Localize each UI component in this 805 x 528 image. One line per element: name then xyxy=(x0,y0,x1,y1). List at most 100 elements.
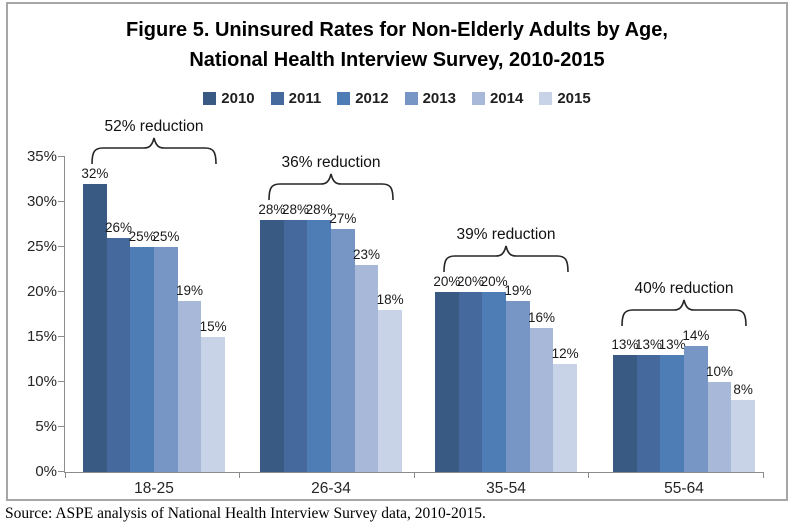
bar-2014-55-64 xyxy=(707,382,732,472)
bar-value-label-2014-55-64: 10% xyxy=(705,364,734,379)
bar-2013-26-34 xyxy=(331,229,355,472)
legend-swatch-2012 xyxy=(337,92,351,105)
bar-value-label-2014-26-34: 23% xyxy=(352,247,381,262)
bar-2011-35-54 xyxy=(458,292,483,472)
annotation-18-25: 52% reduction xyxy=(104,118,204,135)
x-axis-tick xyxy=(413,472,415,478)
x-axis-tick xyxy=(64,472,66,478)
bar-value-label-2014-18-25: 19% xyxy=(175,283,204,298)
brace-35-54 xyxy=(443,245,569,273)
brace-18-25 xyxy=(91,137,217,165)
bar-2012-18-25 xyxy=(130,247,154,472)
legend-swatch-2010 xyxy=(203,92,217,105)
x-axis-tick xyxy=(762,472,764,478)
y-axis-tick xyxy=(58,381,65,382)
x-axis-tick xyxy=(588,472,589,478)
bar-value-label-2010-26-34: 28% xyxy=(258,202,286,217)
x-axis-label-35-54: 35-54 xyxy=(486,480,526,497)
bar-2010-18-25 xyxy=(83,184,107,472)
legend-label-2011: 2011 xyxy=(288,90,322,107)
legend-label-2013: 2013 xyxy=(422,90,456,107)
legend-swatch-2011 xyxy=(270,92,284,105)
bar-value-label-2011-55-64: 13% xyxy=(634,337,663,352)
bar-value-label-2012-35-54: 20% xyxy=(480,274,508,289)
bar-value-label-2013-18-25: 25% xyxy=(152,229,180,244)
legend-label-2015: 2015 xyxy=(557,90,591,107)
y-axis-label-5%: 5% xyxy=(35,418,57,435)
bar-value-label-2011-35-54: 20% xyxy=(456,274,485,289)
plot-area: 0% 5% 10% 15% 20% 25% 30% 35% 32% 26% 25% 25% 19% 15%… xyxy=(27,118,764,497)
bar-value-label-2014-35-54: 16% xyxy=(527,310,556,325)
y-axis-label-10%: 10% xyxy=(26,373,57,390)
bar-2011-26-34 xyxy=(283,220,308,472)
bar-value-label-2015-35-54: 12% xyxy=(551,346,579,361)
brace-55-64 xyxy=(621,299,747,327)
bar-value-label-2015-55-64: 8% xyxy=(733,382,753,397)
chart-legend: 2010 2011 2012 2013 2014 2015 xyxy=(6,90,788,107)
y-axis-tick xyxy=(58,291,65,292)
annotation-35-54: 39% reduction xyxy=(456,226,556,243)
bar-2014-35-54 xyxy=(529,328,554,472)
y-axis-label-0%: 0% xyxy=(35,463,57,480)
y-axis-label-15%: 15% xyxy=(26,328,57,345)
legend-label-2012: 2012 xyxy=(355,90,389,107)
bar-2012-55-64 xyxy=(660,355,684,472)
x-axis-label-18-25: 18-25 xyxy=(134,480,174,497)
legend-item-2010: 2010 xyxy=(203,90,255,107)
bar-2015-18-25 xyxy=(201,337,225,472)
bar-2014-18-25 xyxy=(177,301,202,472)
x-axis-label-55-64: 55-64 xyxy=(664,480,704,497)
bar-value-label-2010-35-54: 20% xyxy=(433,274,461,289)
bar-value-label-2012-26-34: 28% xyxy=(305,202,333,217)
bar-value-label-2012-18-25: 25% xyxy=(128,229,156,244)
source-note: Source: ASPE analysis of National Health… xyxy=(5,505,486,522)
y-axis-label-25%: 25% xyxy=(26,238,57,255)
bar-2012-35-54 xyxy=(482,292,506,472)
y-axis-label-35%: 35% xyxy=(26,148,57,165)
legend-swatch-2013 xyxy=(404,92,418,105)
bar-2015-55-64 xyxy=(731,400,755,472)
chart-title-line1: Figure 5. Uninsured Rates for Non-Elderl… xyxy=(126,19,668,41)
legend-item-2015: 2015 xyxy=(539,90,591,107)
bar-value-label-2011-26-34: 28% xyxy=(281,202,310,217)
bar-2010-35-54 xyxy=(435,292,459,472)
bar-2010-26-34 xyxy=(260,220,284,472)
bar-value-label-2010-55-64: 13% xyxy=(611,337,639,352)
bar-2013-18-25 xyxy=(154,247,178,472)
bar-value-label-2011-18-25: 26% xyxy=(104,220,133,235)
y-axis-tick xyxy=(58,471,65,472)
bar-2011-55-64 xyxy=(636,355,661,472)
bar-value-label-2013-55-64: 14% xyxy=(682,328,710,343)
legend-label-2014: 2014 xyxy=(489,90,524,107)
legend-swatch-2014 xyxy=(471,92,485,105)
legend-item-2012: 2012 xyxy=(337,90,389,107)
brace-26-34 xyxy=(268,173,394,201)
y-axis-tick xyxy=(58,336,65,337)
legend-item-2013: 2013 xyxy=(404,90,456,107)
annotation-55-64: 40% reduction xyxy=(634,280,734,297)
bar-2013-55-64 xyxy=(684,346,708,472)
bar-value-label-2015-18-25: 15% xyxy=(199,319,227,334)
bar-2015-26-34 xyxy=(378,310,402,472)
bar-2013-35-54 xyxy=(506,301,530,472)
bar-value-label-2013-35-54: 19% xyxy=(504,283,532,298)
y-axis-label-20%: 20% xyxy=(26,283,57,300)
bar-2014-26-34 xyxy=(354,265,379,472)
y-axis-tick xyxy=(58,201,65,202)
legend-swatch-2015 xyxy=(539,92,553,105)
legend-item-2014: 2014 xyxy=(471,90,524,107)
bar-2012-26-34 xyxy=(307,220,331,472)
y-axis-tick xyxy=(58,156,65,157)
x-axis-tick xyxy=(239,472,240,478)
chart-title: Figure 5. Uninsured Rates for Non-Elderl… xyxy=(6,15,788,75)
y-axis-label-30%: 30% xyxy=(26,193,57,210)
bar-value-label-2015-26-34: 18% xyxy=(376,292,404,307)
bar-value-label-2010-18-25: 32% xyxy=(81,166,109,181)
bar-2011-18-25 xyxy=(106,238,131,472)
legend-label-2010: 2010 xyxy=(221,90,255,107)
bar-2015-35-54 xyxy=(553,364,577,472)
legend-item-2011: 2011 xyxy=(270,90,322,107)
bar-2010-55-64 xyxy=(613,355,637,472)
chart-title-line2: National Health Interview Survey, 2010-2… xyxy=(189,49,605,71)
